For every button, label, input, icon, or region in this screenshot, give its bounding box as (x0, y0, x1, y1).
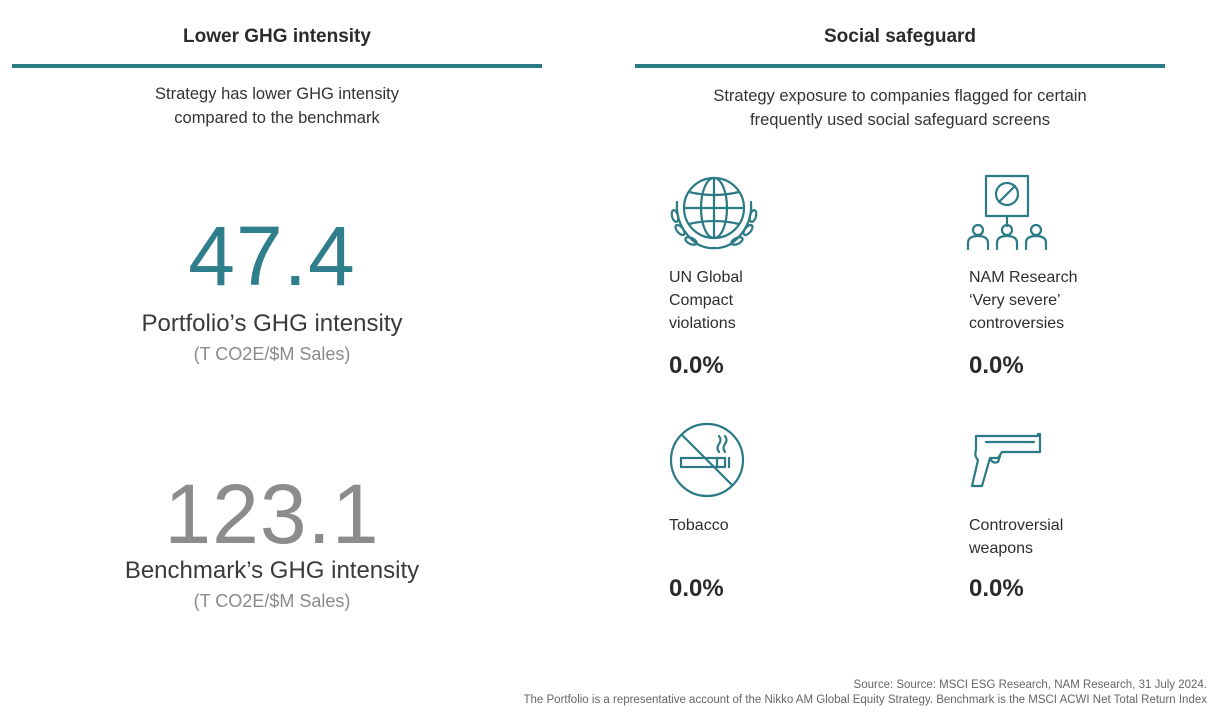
social-subtitle-line2: frequently used social safeguard screens (750, 111, 1050, 129)
flag-label-tobacco: Tobacco (669, 514, 729, 537)
flag-label-line: Compact (669, 292, 734, 309)
flag-label-line: violations (669, 315, 736, 332)
benchmark-ghg-label: Benchmark’s GHG intensity (124, 557, 420, 584)
flag-value-un-global-compact: 0.0% (669, 352, 724, 379)
social-header: Social safeguard (823, 26, 977, 47)
flag-value-weapons: 0.0% (969, 575, 1024, 602)
no-smoking-icon (667, 420, 747, 500)
flag-value-tobacco: 0.0% (669, 575, 724, 602)
flag-value-controversies: 0.0% (969, 352, 1024, 379)
social-subtitle: Strategy exposure to companies flagged f… (635, 84, 1165, 132)
pistol-icon (968, 430, 1044, 492)
footnote-line2: The Portfolio is a representative accoun… (523, 694, 1208, 706)
flag-label-line: Tobacco (669, 517, 729, 534)
ghg-subtitle: Strategy has lower GHG intensity compare… (12, 82, 542, 130)
flag-label-controversies: NAM Research ‘Very severe’ controversies (969, 266, 1077, 335)
flag-label-line: controversies (969, 315, 1065, 332)
social-header-rule (635, 64, 1165, 68)
flag-label-weapons: Controversial weapons (969, 514, 1063, 560)
source-footnote: Source: Source: MSCI ESG Research, NAM R… (524, 678, 1208, 708)
globe-laurel-icon (667, 172, 761, 252)
ghg-header: Lower GHG intensity (183, 26, 371, 47)
ghg-header-rule (12, 64, 542, 68)
social-subtitle-line1: Strategy exposure to companies flagged f… (713, 87, 1087, 105)
portfolio-ghg-unit: (T CO2E/$M Sales) (193, 344, 351, 364)
portfolio-ghg-label: Portfolio’s GHG intensity (141, 310, 403, 337)
flag-label-un-global-compact: UN Global Compact violations (669, 266, 743, 335)
flag-label-line: UN Global (669, 269, 743, 286)
benchmark-ghg-unit: (T CO2E/$M Sales) (193, 591, 351, 611)
footnote-line1: Source: Source: MSCI ESG Research, NAM R… (853, 679, 1207, 691)
protest-sign-icon (966, 172, 1048, 252)
flag-label-line: NAM Research (969, 269, 1078, 286)
portfolio-ghg-value: 47.4 (188, 209, 356, 303)
benchmark-ghg-value: 123.1 (164, 467, 380, 561)
flag-label-line: weapons (969, 540, 1034, 557)
flag-label-line: Controversial (969, 517, 1064, 534)
ghg-subtitle-line2: compared to the benchmark (174, 109, 380, 127)
ghg-subtitle-line1: Strategy has lower GHG intensity (155, 85, 399, 103)
flag-label-line: ‘Very severe’ (969, 292, 1061, 309)
